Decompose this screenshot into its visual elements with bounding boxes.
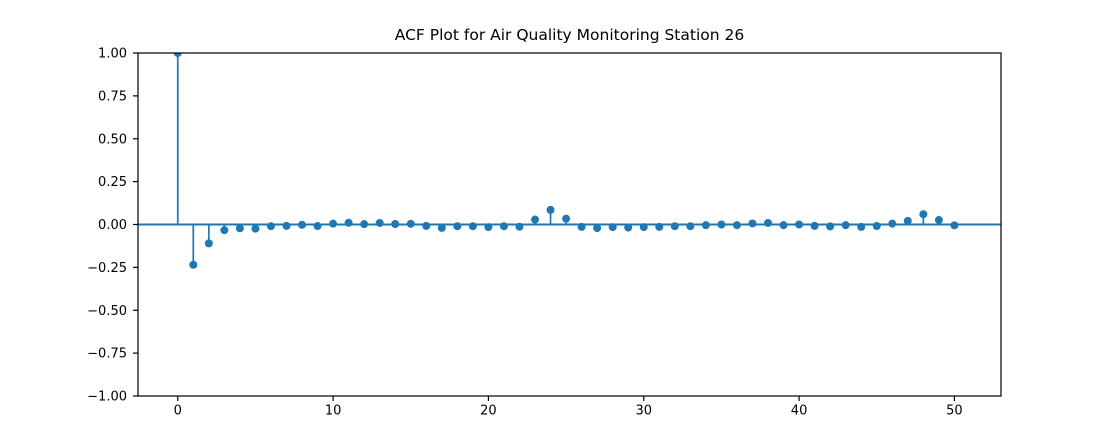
x-tick-label: 0 (174, 404, 182, 419)
axes-frame (137, 52, 1002, 397)
acf-marker (344, 218, 353, 227)
acf-marker (515, 222, 524, 231)
acf-marker (406, 219, 415, 228)
acf-marker (655, 222, 664, 231)
acf-marker (453, 222, 462, 231)
x-tick-label: 50 (946, 404, 963, 419)
y-tick-label: −0.50 (87, 304, 127, 319)
y-tick-label: −0.25 (87, 261, 127, 276)
acf-marker (375, 218, 384, 227)
acf-marker (686, 222, 695, 231)
acf-marker (546, 205, 555, 214)
acf-marker (360, 220, 369, 229)
y-tick-label: 0.00 (98, 218, 127, 233)
acf-marker (779, 221, 788, 230)
acf-marker (826, 222, 835, 231)
acf-marker (298, 220, 307, 229)
acf-marker (391, 219, 400, 228)
acf-marker (732, 221, 741, 230)
acf-marker (189, 260, 198, 269)
stem-markers (173, 53, 959, 269)
acf-marker (531, 215, 540, 224)
axis-ticks (133, 52, 956, 401)
acf-marker (562, 214, 571, 223)
y-tick-label: −0.75 (87, 347, 127, 362)
plot-area (138, 53, 1001, 269)
acf-marker (220, 226, 229, 235)
acf-marker (639, 223, 648, 232)
acf-marker (919, 210, 928, 219)
acf-marker (810, 221, 819, 230)
acf-marker (841, 221, 850, 230)
acf-marker (468, 222, 477, 231)
acf-marker (499, 222, 508, 231)
acf-marker (903, 216, 912, 225)
acf-marker (235, 224, 244, 233)
acf-marker (624, 223, 633, 232)
acf-marker (437, 223, 446, 232)
x-tick-label: 30 (635, 404, 652, 419)
stem-lines (176, 53, 956, 265)
acf-marker (764, 218, 773, 227)
acf-marker (748, 219, 757, 228)
y-tick-label: −1.00 (87, 390, 127, 405)
acf-marker (422, 221, 431, 230)
acf-marker (608, 223, 617, 232)
acf-marker (857, 222, 866, 231)
acf-marker (173, 53, 182, 57)
acf-marker (313, 222, 322, 231)
acf-marker (266, 222, 275, 231)
acf-marker (950, 221, 959, 230)
acf-marker (872, 222, 881, 231)
acf-marker (484, 223, 493, 232)
acf-marker (251, 224, 260, 233)
y-tick-label: 0.50 (98, 132, 127, 147)
acf-marker (888, 219, 897, 228)
y-tick-label: 1.00 (98, 47, 127, 62)
y-tick-label: 0.75 (98, 89, 127, 104)
y-tick-label: 0.25 (98, 175, 127, 190)
acf-marker (717, 220, 726, 229)
x-tick-label: 20 (480, 404, 497, 419)
acf-marker (795, 220, 804, 229)
acf-marker (934, 216, 943, 225)
x-tick-label: 40 (791, 404, 808, 419)
acf-marker (577, 222, 586, 231)
x-tick-label: 10 (325, 404, 342, 419)
acf-marker (329, 219, 338, 228)
acf-marker (282, 221, 291, 230)
chart-title: ACF Plot for Air Quality Monitoring Stat… (394, 26, 745, 44)
acf-marker (204, 239, 213, 248)
acf-marker (701, 221, 710, 230)
acf-marker (670, 222, 679, 231)
axis-tick-labels: 1.00 0.75 0.50 0.25 0.00 −0.25 −0.50 −0.75 −1.00… (87, 47, 963, 419)
acf-marker (593, 224, 602, 233)
